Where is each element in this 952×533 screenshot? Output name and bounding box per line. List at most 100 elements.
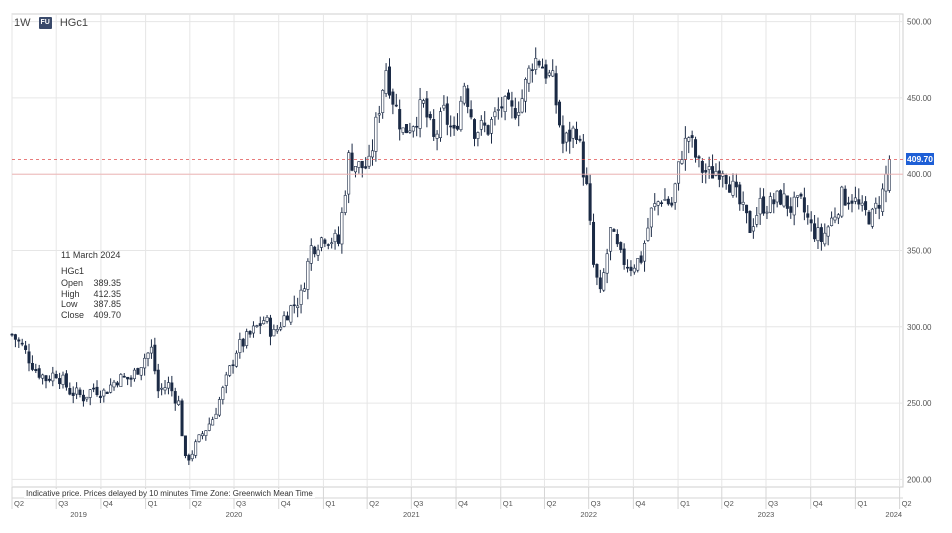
candle-body <box>241 338 245 347</box>
candle <box>711 154 715 179</box>
candle <box>544 59 548 84</box>
x-year-label: 2023 <box>758 510 775 519</box>
candle <box>313 245 317 258</box>
info-date: 11 March 2024 <box>61 250 121 260</box>
candle <box>796 195 800 208</box>
candle-body <box>575 128 579 140</box>
candle-body <box>496 109 500 111</box>
candle <box>421 98 425 108</box>
candle-body <box>473 119 477 139</box>
x-year-label: 2019 <box>70 510 87 519</box>
candle <box>666 196 670 206</box>
candle-body <box>677 161 681 184</box>
candle <box>299 284 303 314</box>
candle <box>792 191 796 226</box>
candle-body <box>493 111 497 118</box>
candle <box>109 378 113 394</box>
candle <box>391 88 395 115</box>
candle <box>251 321 255 338</box>
candle-body <box>517 112 521 116</box>
candle-body <box>268 317 272 337</box>
candle-body <box>442 104 446 109</box>
candle-body <box>806 213 810 218</box>
y-tick-label: 500.00 <box>907 18 932 27</box>
candle <box>231 359 235 374</box>
candle <box>503 95 507 121</box>
candle <box>20 338 24 347</box>
candle <box>537 59 541 68</box>
candle-body <box>646 227 650 241</box>
candle <box>581 134 585 186</box>
x-quarter-label: Q3 <box>236 499 246 508</box>
candle-body <box>347 152 351 195</box>
candle-body <box>357 161 361 168</box>
x-quarter-label: Q4 <box>813 499 823 508</box>
candle <box>432 109 436 141</box>
info-label: Open <box>61 278 84 289</box>
candle <box>622 243 626 270</box>
candle <box>816 217 820 250</box>
candle <box>629 260 633 277</box>
candle <box>180 398 184 437</box>
candle-body <box>588 183 592 221</box>
candle-body <box>796 195 800 198</box>
candle-body <box>64 373 68 388</box>
candle <box>292 295 296 314</box>
candle <box>255 324 259 328</box>
candle-body <box>404 124 408 134</box>
candle <box>541 58 545 69</box>
interval-selector[interactable]: 1W <box>14 17 31 29</box>
candle-body <box>37 368 41 378</box>
candle <box>177 395 181 406</box>
x-quarter-label: Q1 <box>680 499 690 508</box>
candle <box>564 131 568 152</box>
candle <box>595 263 599 286</box>
candle <box>197 434 201 443</box>
candle-body <box>598 277 602 290</box>
candle-body <box>836 214 840 219</box>
info-label: Close <box>61 309 85 320</box>
candle <box>228 365 232 378</box>
symbol-label[interactable]: HGc1 <box>59 17 88 29</box>
candle <box>479 115 483 136</box>
candle <box>619 241 623 253</box>
candle <box>41 373 45 385</box>
candle-body <box>115 382 119 386</box>
candle <box>571 125 575 149</box>
candle-body <box>438 111 442 138</box>
candle-body <box>58 378 62 385</box>
candle-body <box>595 264 599 278</box>
candle-body <box>81 394 85 402</box>
candle-body <box>146 352 150 359</box>
candle-body <box>615 233 619 245</box>
candle-body <box>867 211 871 225</box>
candle-body <box>636 258 640 271</box>
candle <box>333 229 337 250</box>
candle <box>442 95 446 111</box>
candle <box>455 113 459 131</box>
candle-body <box>323 239 327 244</box>
candle-body <box>340 212 344 245</box>
candle <box>847 196 851 210</box>
candle <box>745 204 749 224</box>
candle-body <box>381 90 385 113</box>
candle <box>360 160 364 178</box>
candle <box>364 157 368 170</box>
candle-body <box>704 170 708 173</box>
candle <box>694 136 698 163</box>
candle-body <box>455 125 459 130</box>
candle <box>877 196 881 220</box>
candle-body <box>330 242 334 245</box>
candle <box>588 174 592 226</box>
candle <box>585 167 589 186</box>
chart-toolbar: 1W FU HGc1 <box>14 16 88 30</box>
candle-body <box>24 345 28 350</box>
candle-body <box>200 433 204 437</box>
candle <box>575 121 579 145</box>
candle-body <box>758 197 762 215</box>
candle <box>561 115 565 154</box>
candle-body <box>819 227 823 243</box>
candle <box>850 194 854 213</box>
x-year-label: 2020 <box>226 510 243 519</box>
